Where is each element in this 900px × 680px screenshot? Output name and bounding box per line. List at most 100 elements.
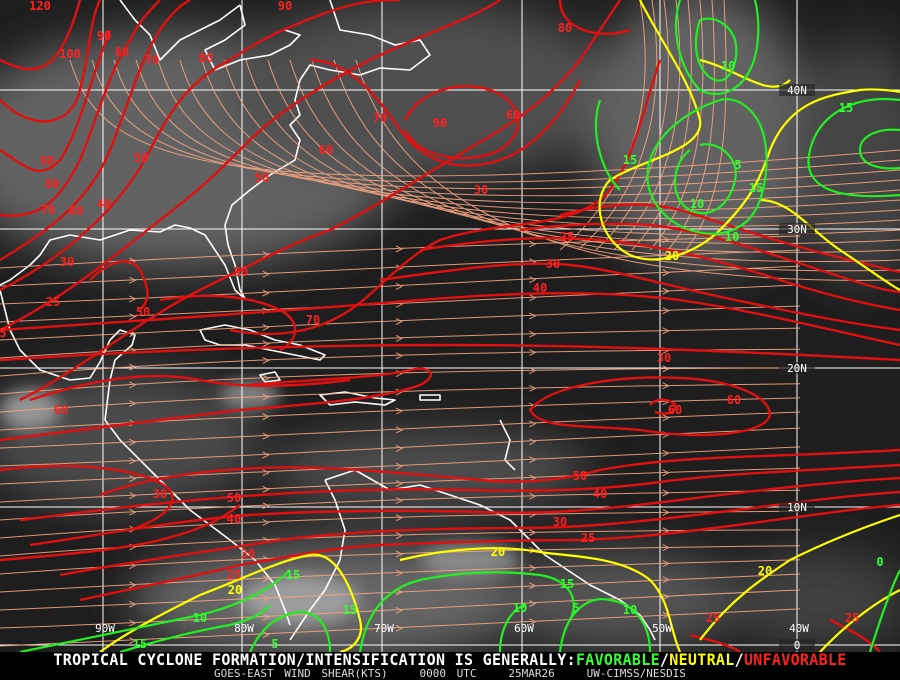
data-source: UW-CIMSS/NESDIS (586, 667, 686, 680)
streamline-arrow (129, 600, 137, 608)
streamline (0, 305, 801, 341)
streamline-arrow (662, 576, 670, 584)
streamline-arrow (662, 287, 670, 295)
contour-label-unfavorable: 25 (706, 611, 720, 625)
streamline-arrow (529, 420, 537, 428)
streamline-arrow (262, 594, 270, 602)
streamline-arrow (529, 438, 537, 446)
contour-label-unfavorable: 50 (255, 171, 269, 185)
streamline (355, 59, 900, 281)
streamline (0, 529, 801, 557)
streamline (0, 367, 801, 395)
contour-label-favorable: 5 (734, 158, 741, 172)
streamline-arrow (662, 307, 670, 315)
streamline-arrow (395, 335, 404, 342)
contour-label-unfavorable: 100 (59, 47, 81, 61)
streamline-arrow (129, 438, 137, 446)
legend-prefix: TROPICAL CYCLONE FORMATION/INTENSIFICATI… (53, 650, 576, 670)
contour-label-neutral: 20 (665, 249, 679, 263)
streamline-arrow (129, 400, 137, 408)
streamline-arrow (395, 318, 404, 325)
streamline-arrow (529, 582, 537, 590)
contour-label-unfavorable: 80 (115, 45, 129, 59)
streamline-arrow (529, 384, 537, 392)
streamline-arrow (662, 593, 670, 601)
streamline-arrow (529, 276, 537, 284)
streamline-arrow (529, 529, 537, 536)
streamline (91, 59, 900, 183)
contour-label-neutral: 20 (228, 583, 242, 597)
streamline-arrow (262, 575, 270, 583)
contour-label-unfavorable: 70 (306, 313, 320, 327)
streamline-arrow (395, 532, 404, 539)
streamline (0, 383, 801, 413)
streamline-arrow (529, 367, 537, 374)
streamline (179, 59, 900, 212)
shear-contours-unfavorable (0, 0, 900, 652)
shear-contours-favorable (19, 0, 900, 652)
contour-label-favorable: 15 (133, 637, 147, 651)
streamline-arrow (262, 469, 270, 477)
streamline-arrow (129, 313, 137, 321)
streamline (0, 489, 801, 521)
longitude-label: 80W (234, 622, 254, 635)
axis-labels: 40N 30N 20N 10N 0 90W 80W 70W 60W 50W 40W (95, 84, 815, 652)
streamline-arrow (262, 451, 270, 459)
streamline-arrow (529, 456, 537, 464)
streamline-arrow (662, 489, 670, 497)
streamline (0, 446, 801, 485)
formation-legend: TROPICAL CYCLONE FORMATION/INTENSIFICATI… (0, 652, 900, 669)
longitude-label: 90W (95, 622, 115, 635)
contour-label-unfavorable: 80 (199, 51, 213, 65)
contour-label-unfavorable: 80 (69, 204, 83, 218)
streamline-arrow (662, 382, 670, 390)
longitude-label: 50W (652, 622, 672, 635)
streamline-arrow (262, 289, 270, 297)
contour-label-unfavorable: 30 (553, 515, 567, 529)
contour-label-unfavorable: 50 (573, 469, 587, 483)
contour-label-favorable: 15 (839, 101, 853, 115)
streamline-arrow (129, 457, 137, 465)
contour-label-unfavorable: 90 (278, 0, 292, 13)
streamline (223, 59, 900, 227)
contour-label-unfavorable: 25 (46, 295, 60, 309)
upper-level-streamlines (0, 0, 900, 647)
legend-footer: TROPICAL CYCLONE FORMATION/INTENSIFICATI… (0, 652, 900, 680)
contour-label-unfavorable: 90 (40, 154, 54, 168)
streamline-arrow (129, 619, 137, 627)
streamline-arrow (262, 323, 270, 331)
streamline-arrow (262, 485, 270, 493)
streamline-arrow (529, 564, 537, 572)
streamline (201, 59, 900, 219)
streamline (0, 265, 801, 305)
label-background (779, 639, 815, 651)
contour-label-unfavorable: 30 (153, 487, 167, 501)
streamline-arrow (262, 393, 270, 401)
contour-label-unfavorable: 40 (227, 512, 241, 526)
streamline-arrow (662, 414, 670, 422)
contour-label-unfavorable: 70 (373, 111, 387, 125)
streamline (0, 510, 801, 539)
contour-label-unfavorable: 60 (668, 403, 682, 417)
contour-label-unfavorable: 25 (227, 568, 241, 582)
contour-label-unfavorable: 120 (29, 0, 51, 13)
contour-label-favorable: 15 (749, 181, 763, 195)
streamline (157, 59, 900, 204)
contour-label-unfavorable: 40 (97, 197, 111, 211)
streamline-arrow (262, 631, 270, 639)
streamline-arrow (262, 518, 270, 526)
streamline-arrow (529, 330, 537, 338)
streamline-arrow (529, 294, 537, 302)
streamline (311, 59, 900, 262)
contour-label-unfavorable: 25 (560, 230, 574, 244)
streamline-arrow (529, 618, 537, 626)
streamline (0, 249, 801, 287)
contour-label-favorable: 10 (690, 197, 704, 211)
streamline-arrow (262, 613, 270, 621)
streamline-arrow (129, 276, 137, 284)
streamline-arrow (395, 407, 404, 415)
streamline-arrow (395, 462, 404, 470)
contour-label-unfavorable: 25 (581, 531, 595, 545)
contour-label-unfavorable: 90 (97, 29, 111, 43)
